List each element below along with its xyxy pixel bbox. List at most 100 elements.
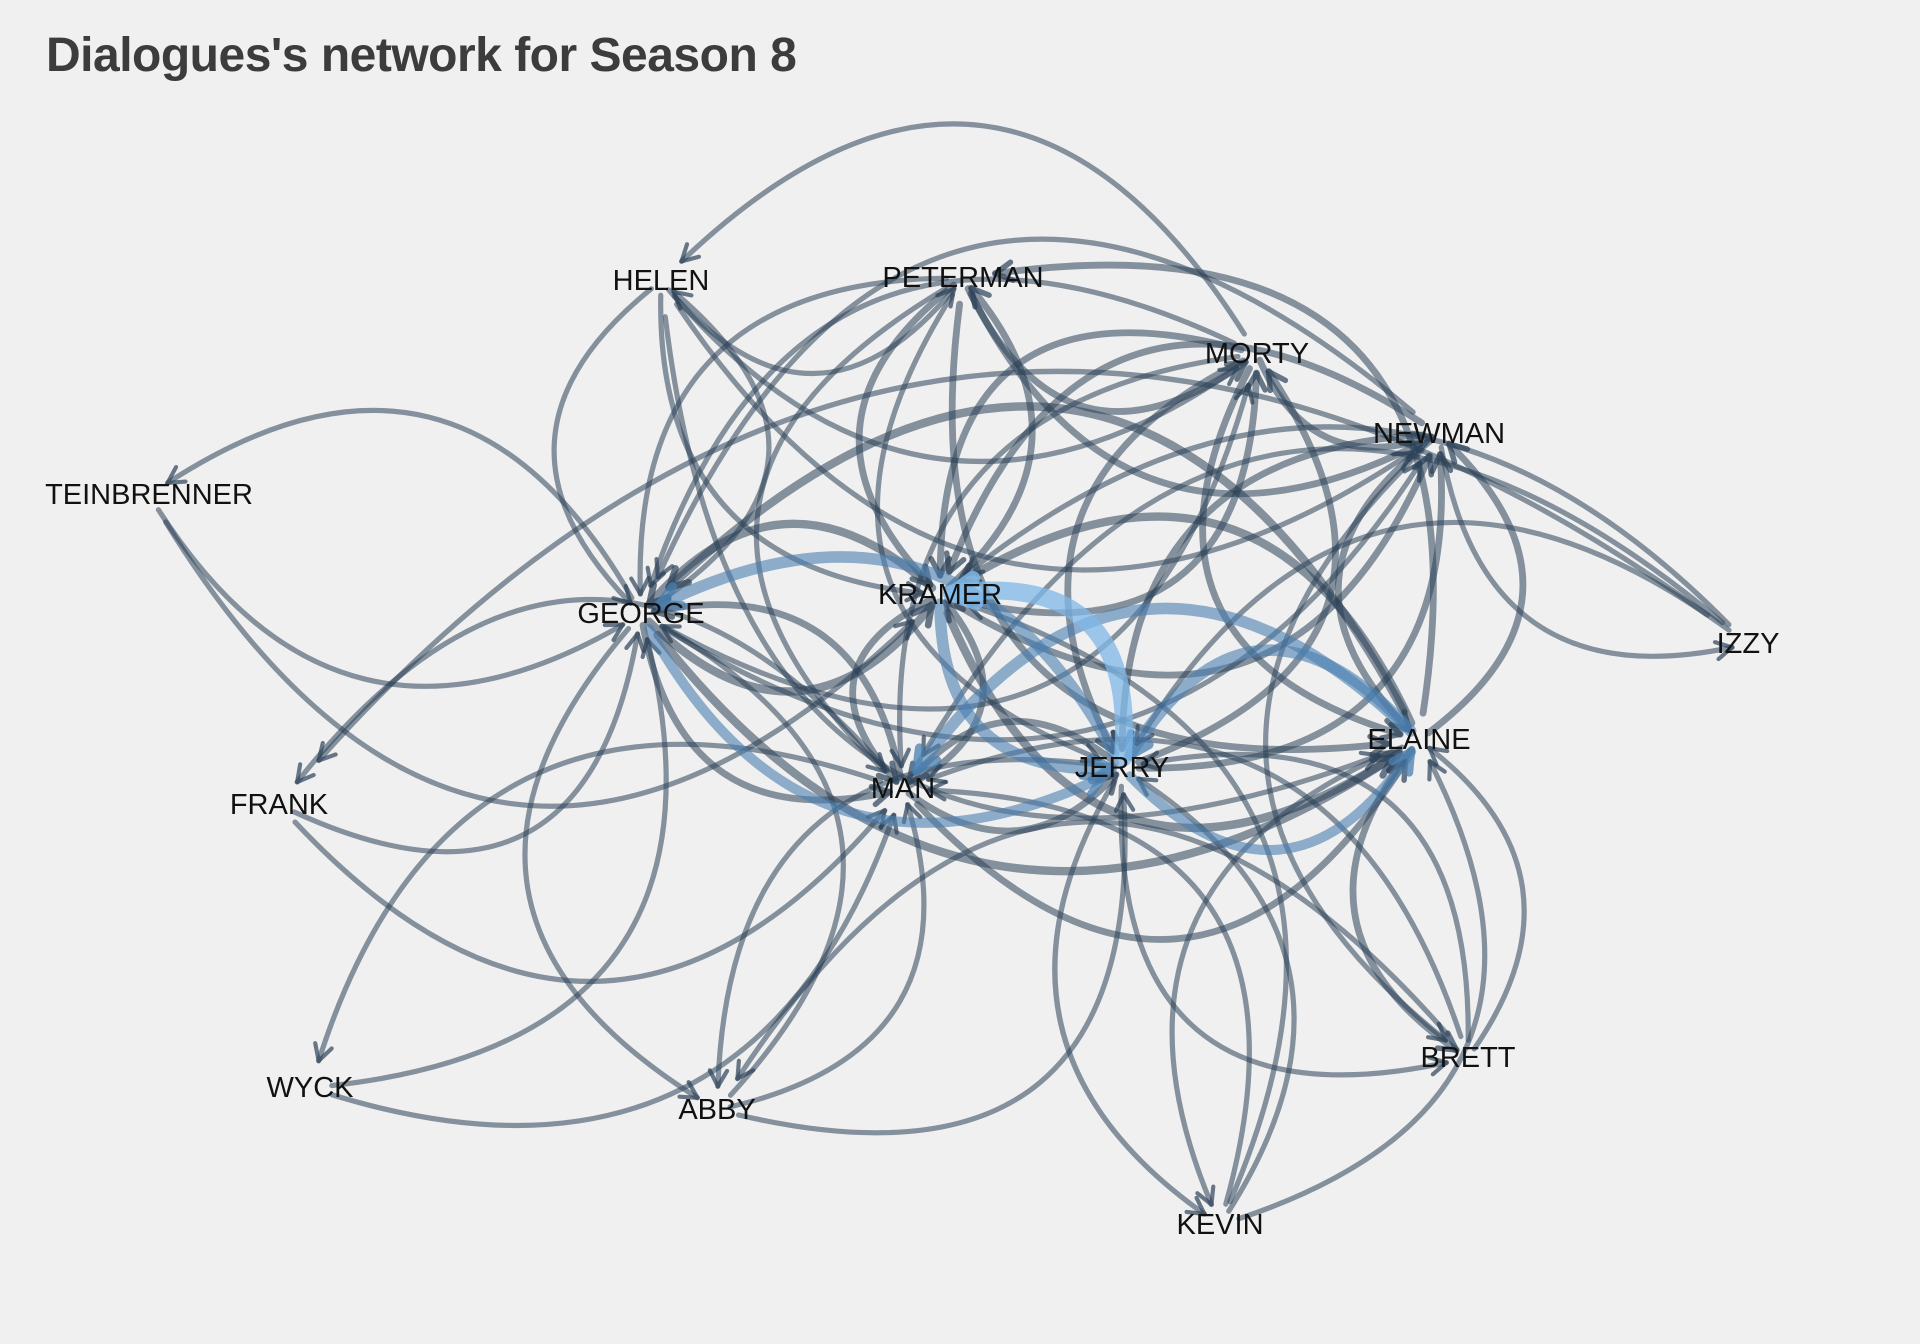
node-label-teinbrenner: TEINBRENNER [45,479,253,511]
edge-morty-to-elaine [1199,365,1404,738]
edge-newman-to-kramer [945,340,1426,576]
node-label-kramer: KRAMER [878,579,1002,611]
arrowhead-george-to-kramer [909,602,936,629]
node-labels-layer: HELEN PETERMAN MORTY NEWMAN TEINBRENNER GEORG… [45,262,1779,1241]
node-label-newman: NEWMAN [1373,418,1505,450]
node-label-frank: FRANK [230,789,329,821]
edge-morty-to-newman [1256,356,1435,451]
edge-izzy-to-man [920,446,1726,758]
arrowhead-man-to-wyck [313,1041,334,1063]
arrowhead-frank-to-george [624,631,646,653]
arrowhead-teinbrenner-to-george [602,622,625,643]
edge-helen-to-peterman [666,286,957,377]
edge-newman-to-george [655,236,1416,580]
edges-layer [155,121,1735,1222]
arrowhead-peterman-to-george [629,575,651,597]
edge-wyck-to-man [329,812,897,1129]
edge-jerry-to-elaine [1125,746,1417,855]
edge-elaine-to-george [665,402,1408,716]
arrowhead-george-to-teinbrenner [165,464,188,486]
edge-jerry-to-kevin [1052,779,1208,1217]
edge-kramer-to-jerry [934,598,1117,775]
edge-abby-to-jerry [735,791,1128,1136]
edge-elaine-to-kevin [1169,744,1405,1208]
node-label-morty: MORTY [1205,338,1309,370]
arrowhead-man-to-frank [295,762,316,785]
arrowhead-abby-to-man [901,802,923,825]
edge-peterman-to-elaine [948,300,1391,753]
arrowhead-jerry-to-elaine [1388,747,1416,777]
edge-teinbrenner-to-kramer [163,519,916,809]
edge-brett-to-elaine [1426,745,1527,1052]
edge-jerry-to-george [654,551,1120,759]
arrowhead-newman-to-kramer [943,550,967,575]
arrowhead-jerry-to-newman [1429,451,1454,475]
edge-morty-to-jerry [1064,357,1247,755]
page-title: Dialogues's network for Season 8 [46,29,797,82]
arrowhead-jerry-to-abby [707,1068,730,1089]
arrowhead-jerry-to-george [655,582,687,611]
edge-morty-to-george [648,276,1237,589]
arrowhead-brett-to-elaine [1427,746,1450,767]
edge-helen-to-george [551,286,654,606]
edge-helen-to-kramer [658,292,926,596]
arrowhead-jerry-to-kevin [1184,1195,1207,1217]
edge-elaine-to-man [911,602,1411,776]
node-label-izzy: IZZY [1717,628,1780,660]
edge-george-to-jerry [644,624,1109,828]
arrowhead-kramer-to-man [875,760,900,785]
edge-elaine-to-brett [1349,745,1460,1054]
edge-george-to-helen [650,289,772,609]
edge-brett-to-abby [734,819,1451,1082]
arrowhead-jerry-to-brett [1427,1055,1449,1077]
arrowhead-elaine-to-man [912,743,942,775]
arrowhead-elaine-to-brett [1434,1030,1460,1053]
node-label-abby: ABBY [678,1094,755,1126]
edge-kramer-to-morty [951,369,1260,617]
edge-george-to-abby [522,626,701,1101]
edge-frank-to-george [291,631,641,855]
edge-morty-to-kramer [936,329,1245,579]
node-label-brett: BRETT [1420,1042,1515,1074]
edge-kramer-to-elaine [943,608,1404,833]
edge-kramer-to-peterman [944,284,1036,592]
edge-peterman-to-jerry [875,292,1103,762]
arrowhead-elaine-to-kevin [1195,1184,1216,1207]
arrowhead-george-to-helen [671,289,694,311]
arrowhead-peterman-to-elaine [1367,733,1391,758]
arrowhead-jerry-to-morty [1265,368,1289,394]
edge-jerry-to-abby [715,757,1106,1089]
edge-man-to-george [650,601,905,782]
arrowhead-newman-to-george [654,556,675,580]
arrowhead-kramer-to-morty [1244,370,1268,393]
edge-peterman-to-kramer [855,281,958,589]
arrowhead-elaine-to-newman [1446,441,1471,465]
node-label-george: GEORGE [577,598,704,630]
edge-george-to-teinbrenner [164,407,635,601]
arrowhead-kramer-to-peterman [968,285,992,310]
edge-elaine-to-kramer [955,512,1416,728]
arrowhead-kevin-to-man [926,780,948,802]
edge-kramer-to-man [849,595,937,786]
arrowhead-newman-to-izzy [1712,640,1735,662]
edge-abby-to-man [727,801,927,1110]
node-label-peterman: PETERMAN [882,262,1043,294]
arrowhead-abby-to-jerry [1113,792,1136,813]
arrowhead-kevin-to-elaine [1427,759,1447,782]
arrowhead-elaine-to-peterman [992,259,1016,283]
edge-man-to-elaine [914,757,1409,943]
node-label-kevin: KEVIN [1176,1209,1263,1241]
node-label-wyck: WYCK [267,1072,355,1104]
arrowhead-izzy-to-frank [316,740,338,763]
edge-brett-to-man [925,736,1464,1040]
edge-jerry-to-kramer [942,581,1133,768]
edge-izzy-to-jerry [1134,519,1732,747]
arrowhead-george-to-man [868,783,893,808]
arrowhead-kramer-to-jerry [1086,754,1116,785]
edge-teinbrenner-to-george [155,507,626,689]
edge-newman-to-izzy [1438,444,1735,659]
edge-wyck-to-george [329,636,669,1089]
edge-morty-to-helen [678,121,1247,337]
edge-elaine-to-newman [1424,440,1527,737]
